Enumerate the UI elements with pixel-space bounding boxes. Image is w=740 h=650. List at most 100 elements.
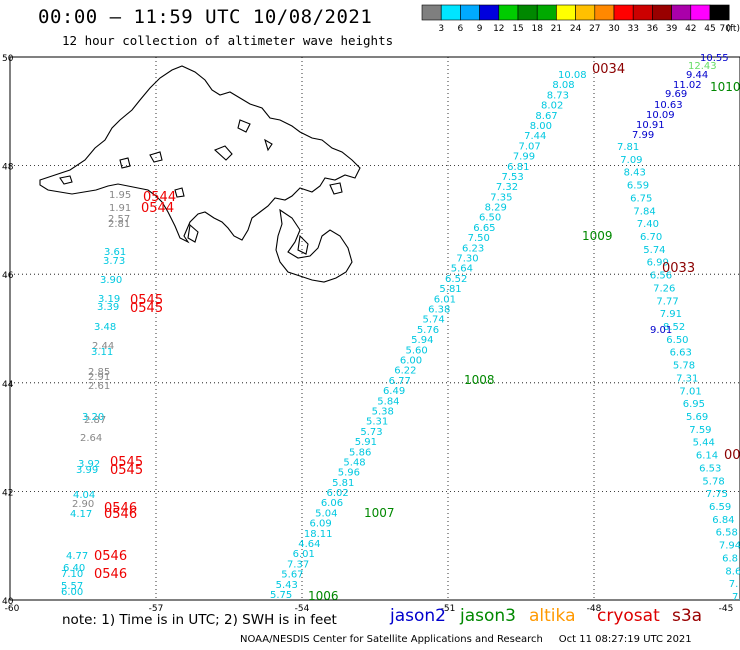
- cyan-track-label: 8.52: [663, 322, 685, 333]
- red-time-label: 0544: [143, 190, 176, 205]
- cyan-track-label: 6.95: [683, 399, 705, 410]
- cyan-track-label: 7.07: [518, 141, 540, 152]
- colorbar-tick: 45: [704, 24, 715, 34]
- cyan-track-label: 3.61: [104, 247, 126, 258]
- cyan-track-label: 6.23: [462, 243, 484, 254]
- blue-track-label: 10.09: [646, 110, 675, 121]
- cyan-track-label: 4.77: [66, 551, 88, 562]
- legend-jason2: jason2: [390, 606, 446, 626]
- cyan-track-label: 3.73: [103, 256, 125, 267]
- lat-label: 50: [2, 54, 14, 64]
- green-time-label: 1007: [364, 506, 395, 520]
- cyan-track-label: 3.99: [76, 465, 98, 476]
- colorbar-tick: 9: [477, 24, 483, 34]
- legend-cryosat: cryosat: [597, 606, 660, 626]
- darkred-time-label: 0034: [592, 62, 625, 77]
- cyan-track-label: 7.53: [502, 172, 524, 183]
- page-title: 00:00 – 11:59 UTC 10/08/2021: [38, 6, 373, 28]
- red-time-label: 0546: [94, 549, 127, 564]
- cyan-track-label: 5.48: [343, 457, 365, 468]
- cyan-track-label: 6.59: [709, 502, 731, 513]
- colorbar-tick: 24: [570, 24, 582, 34]
- cyan-track-label: 6.02: [326, 488, 348, 499]
- cyan-track-label: 18.11: [304, 529, 333, 540]
- cyan-track-label: 6.8: [722, 553, 738, 564]
- gray-track-label: 1.91: [109, 203, 131, 214]
- cyan-track-label: 10.08: [558, 70, 587, 81]
- green-time-label: 1008: [464, 373, 495, 387]
- lat-label: 40: [2, 597, 14, 607]
- cyan-track-label: 7.77: [656, 296, 678, 307]
- cyan-track-label: 3.19: [98, 294, 120, 305]
- cyan-track-label: 6.40: [63, 563, 85, 574]
- cyan-track-label: 5.43: [276, 580, 298, 591]
- cyan-track-label: 6.00: [61, 587, 83, 598]
- cyan-track-label: 3.11: [91, 347, 113, 358]
- colorbar-tick: 36: [647, 24, 659, 34]
- cyan-track-label: 3.48: [94, 322, 116, 333]
- coastline-segment: [39, 65, 361, 244]
- lat-label: 48: [2, 163, 14, 173]
- lon-label: -51: [441, 604, 456, 614]
- cyan-track-label: 7.50: [468, 233, 490, 244]
- green-time-label: 1006: [308, 589, 339, 603]
- colorbar-swatch: [671, 4, 692, 21]
- cyan-track-label: 5.31: [366, 417, 388, 428]
- colorbar-swatch: [613, 4, 634, 21]
- cyan-track-label: 6.58: [716, 528, 738, 539]
- colorbar-swatch: [517, 4, 538, 21]
- cyan-track-label: 6.38: [428, 305, 450, 316]
- cyan-track-label: 3.90: [100, 275, 122, 286]
- color-bar: 3 6 9 12 15 18 21 24 27 30 33 36 39 42 45 70(ft): [421, 4, 740, 34]
- cyan-track-label: 8.73: [547, 90, 569, 101]
- cyan-track-label: 8.6: [725, 566, 740, 577]
- cyan-track-label: 4.04: [73, 490, 95, 501]
- coastline-segment: [213, 145, 233, 161]
- blue-track-label: 9.44: [686, 70, 708, 81]
- coastline-segment: [237, 119, 251, 133]
- cyan-track-label: 6.22: [394, 366, 416, 377]
- cyan-track-label: 6.70: [640, 232, 662, 243]
- cyan-track-label: 6.01: [434, 294, 456, 305]
- cyan-track-label: 5.75: [270, 590, 292, 601]
- cyan-track-label: 6.06: [321, 498, 343, 509]
- colorbar-tick: 21: [551, 24, 562, 34]
- red-time-label: 0545: [130, 293, 163, 308]
- gray-track-label: 2.81: [108, 219, 130, 230]
- cyan-track-label: 7.: [732, 592, 740, 603]
- colorbar-tick: 15: [512, 24, 523, 34]
- cyan-track-label: 5.81: [332, 478, 354, 489]
- cyan-track-label: 6.99: [647, 258, 669, 269]
- cyan-track-label: 8.02: [541, 101, 563, 112]
- cyan-track-label: 7.44: [524, 131, 546, 142]
- axis-labels: 50 48 46 44 42 40-60 -57 -54 -51 -48 -45: [2, 54, 733, 614]
- cyan-track-label: 6.50: [666, 335, 688, 346]
- red-time-label: 0546: [104, 507, 137, 522]
- blue-track-label: 11.02: [673, 80, 702, 91]
- colorbar-tick: 12: [493, 24, 504, 34]
- gray-track-label: 2.91: [88, 372, 110, 383]
- colorbar-swatch: [421, 4, 442, 21]
- coastline-segment: [174, 187, 185, 198]
- page-subtitle: 12 hour collection of altimeter wave hei…: [62, 33, 394, 48]
- cyan-track-label: 5.94: [411, 335, 433, 346]
- cyan-track-label: 5.76: [417, 325, 439, 336]
- cyan-track-label: 5.78: [673, 361, 695, 372]
- cyan-track-label: 7.75: [706, 489, 728, 500]
- colorbar-tick: (ft): [726, 24, 740, 34]
- cyan-track-label: 5.84: [377, 396, 399, 407]
- lon-label: -60: [5, 604, 20, 614]
- cyan-track-label: 5.74: [643, 245, 665, 256]
- legend-s3a: s3a: [672, 606, 703, 626]
- cyan-track-label: 7.37: [287, 559, 309, 570]
- cyan-track-label: 6.56: [650, 271, 672, 282]
- coastline-segment: [275, 208, 353, 283]
- cyan-track-label: 6.50: [479, 213, 501, 224]
- red-time-label: 0545: [110, 463, 143, 478]
- cyan-track-label: 4.64: [298, 539, 320, 550]
- gray-track-label: 2.57: [108, 214, 130, 225]
- colorbar-tick: 27: [589, 24, 600, 34]
- cyan-track-label: 7.35: [490, 192, 512, 203]
- darkred-time-label: 00: [724, 448, 740, 463]
- legend-jason3: jason3: [460, 606, 516, 626]
